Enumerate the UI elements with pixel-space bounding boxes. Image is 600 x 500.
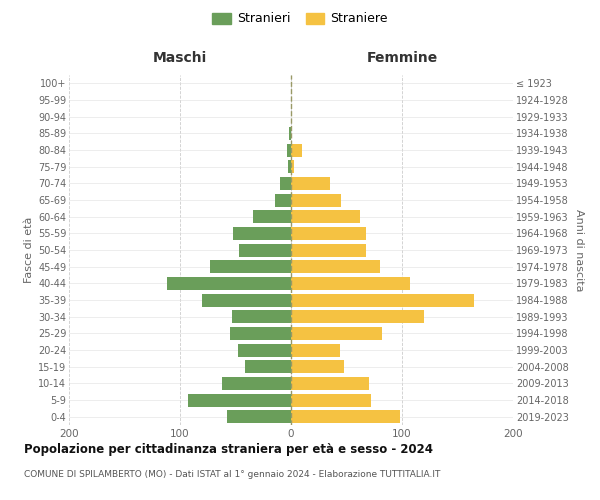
Bar — [287, 144, 291, 156]
Bar — [280, 177, 291, 190]
Bar — [291, 160, 295, 173]
Text: Maschi: Maschi — [153, 51, 207, 65]
Bar — [239, 244, 291, 256]
Bar — [291, 394, 371, 406]
Bar — [188, 394, 291, 406]
Bar — [291, 344, 340, 356]
Bar — [291, 260, 380, 273]
Bar — [202, 294, 291, 306]
Y-axis label: Anni di nascita: Anni di nascita — [574, 208, 584, 291]
Bar — [238, 344, 291, 356]
Bar — [167, 277, 291, 290]
Bar — [291, 227, 367, 240]
Bar — [291, 244, 367, 256]
Legend: Stranieri, Straniere: Stranieri, Straniere — [208, 8, 392, 29]
Bar — [291, 144, 302, 156]
Bar — [291, 194, 341, 206]
Bar — [291, 277, 410, 290]
Bar — [291, 294, 474, 306]
Y-axis label: Fasce di età: Fasce di età — [23, 217, 34, 283]
Bar — [287, 160, 291, 173]
Bar — [291, 410, 400, 423]
Bar — [230, 327, 291, 340]
Bar — [291, 310, 424, 323]
Bar — [289, 127, 291, 140]
Bar — [291, 377, 368, 390]
Bar — [245, 360, 291, 373]
Bar — [222, 377, 291, 390]
Bar — [291, 177, 330, 190]
Bar — [227, 410, 291, 423]
Bar — [210, 260, 291, 273]
Text: Femmine: Femmine — [367, 51, 437, 65]
Bar — [291, 360, 344, 373]
Bar — [233, 227, 291, 240]
Text: COMUNE DI SPILAMBERTO (MO) - Dati ISTAT al 1° gennaio 2024 - Elaborazione TUTTIT: COMUNE DI SPILAMBERTO (MO) - Dati ISTAT … — [24, 470, 440, 479]
Bar — [253, 210, 291, 223]
Bar — [275, 194, 291, 206]
Bar — [232, 310, 291, 323]
Bar — [291, 210, 360, 223]
Bar — [291, 327, 382, 340]
Text: Popolazione per cittadinanza straniera per età e sesso - 2024: Popolazione per cittadinanza straniera p… — [24, 442, 433, 456]
